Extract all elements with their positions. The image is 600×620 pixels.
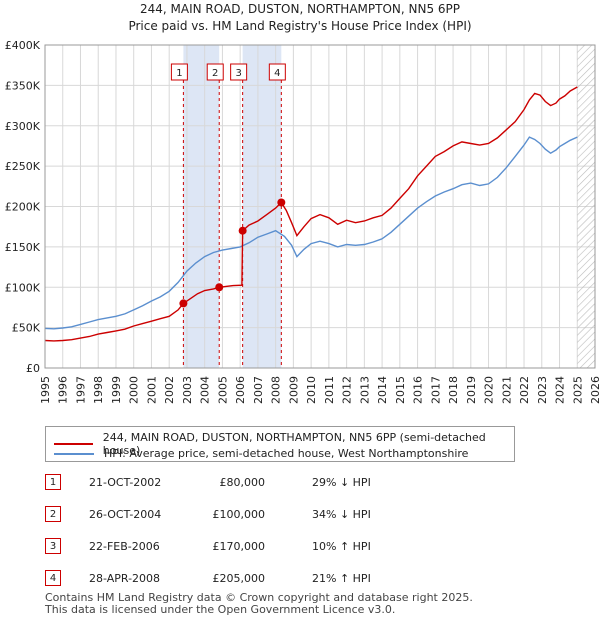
y-tick-label: £250K xyxy=(5,160,41,173)
sale-price: £100,000 xyxy=(212,508,266,521)
sale-number-badge: 2 xyxy=(45,506,61,522)
forecast-hatch xyxy=(577,45,595,368)
x-tick-label: 2022 xyxy=(518,376,531,404)
x-tick-label: 2023 xyxy=(536,376,549,404)
legend-swatch-blue xyxy=(54,452,94,455)
sale-number-box xyxy=(268,63,286,81)
x-tick-label: 2025 xyxy=(571,376,584,404)
sale-point xyxy=(238,226,247,235)
x-tick-label: 2019 xyxy=(465,376,478,404)
legend-swatch-red xyxy=(54,443,93,445)
sale-number-box xyxy=(230,63,248,81)
y-tick-label: £400K xyxy=(5,39,41,52)
sale-row: 1 21-OCT-2002 £80,000 29% ↓ HPI xyxy=(45,474,465,492)
property-price-line xyxy=(44,86,578,342)
x-tick-label: 1999 xyxy=(110,376,123,404)
x-tick-label: 2003 xyxy=(181,376,194,404)
sale-hpi-diff: 10% ↑ HPI xyxy=(312,540,371,553)
sale-price: £205,000 xyxy=(212,572,266,585)
sale-number-box xyxy=(206,63,224,81)
sale-hpi-diff: 34% ↓ HPI xyxy=(312,508,371,521)
x-tick-label: 2006 xyxy=(234,376,247,404)
y-tick-label: £350K xyxy=(5,79,41,92)
x-tick-label: 2026 xyxy=(589,376,600,404)
x-tick-label: 2007 xyxy=(252,376,265,404)
x-tick-label: 1995 xyxy=(39,376,52,404)
hpi-line xyxy=(44,136,578,330)
sale-row: 2 26-OCT-2004 £100,000 34% ↓ HPI xyxy=(45,506,465,524)
y-tick-label: £0 xyxy=(26,362,40,375)
x-tick-label: 2012 xyxy=(341,376,354,404)
x-tick-label: 2016 xyxy=(412,376,425,404)
footer-copyright: Contains HM Land Registry data © Crown c… xyxy=(45,591,473,604)
y-tick-label: £100K xyxy=(5,281,41,294)
sale-number-label: 3 xyxy=(235,68,241,79)
x-tick-label: 2011 xyxy=(323,376,336,404)
x-tick-label: 2014 xyxy=(376,376,389,404)
chart-title: 244, MAIN ROAD, DUSTON, NORTHAMPTON, NN5… xyxy=(139,2,461,16)
sale-price: £170,000 xyxy=(212,540,266,553)
sale-number-badge: 1 xyxy=(45,474,61,490)
x-tick-label: 2001 xyxy=(145,376,158,404)
legend-entry-hpi: HPI: Average price, semi-detached house,… xyxy=(54,447,468,460)
x-tick-label: 2005 xyxy=(216,376,229,404)
x-tick-label: 2008 xyxy=(270,376,283,404)
legend-label-hpi: HPI: Average price, semi-detached house,… xyxy=(104,447,469,460)
sale-number-badge: 4 xyxy=(45,570,61,586)
sale-date: 21-OCT-2002 xyxy=(89,476,162,489)
sale-point xyxy=(277,198,286,207)
x-tick-label: 2009 xyxy=(287,376,300,404)
chart-plot: 1 2 3 4 £0 £50K £100K £150K £200K £250K £300K £350… xyxy=(5,39,600,404)
sale-point xyxy=(179,299,188,308)
chart-subtitle: Price paid vs. HM Land Registry's House … xyxy=(128,19,472,33)
sale-point xyxy=(215,283,224,292)
sale-date: 28-APR-2008 xyxy=(89,572,161,585)
x-tick-label: 1996 xyxy=(57,376,70,404)
x-tick-label: 1997 xyxy=(74,376,87,404)
sale-hpi-diff: 29% ↓ HPI xyxy=(312,476,371,489)
legend-label-property: 244, MAIN ROAD, DUSTON, NORTHAMPTON, NN5… xyxy=(102,431,486,457)
x-tick-label: 2020 xyxy=(483,376,496,404)
sale-price: £80,000 xyxy=(219,476,266,489)
x-tick-label: 2000 xyxy=(128,376,141,404)
y-tick-label: £150K xyxy=(5,241,41,254)
x-tick-label: 2015 xyxy=(394,376,407,404)
sale-hpi-diff: 21% ↑ HPI xyxy=(312,572,371,585)
chart-legend: 244, MAIN ROAD, DUSTON, NORTHAMPTON, NN5… xyxy=(45,426,515,462)
sale-date: 26-OCT-2004 xyxy=(89,508,162,521)
footer-licence: This data is licensed under the Open Gov… xyxy=(45,603,396,616)
x-tick-label: 2010 xyxy=(305,376,318,404)
sale-row: 3 22-FEB-2006 £170,000 10% ↑ HPI xyxy=(45,538,465,556)
x-tick-label: 2018 xyxy=(447,376,460,404)
y-tick-label: £50K xyxy=(12,322,41,335)
sale-number-label: 4 xyxy=(274,68,280,79)
sale-number-box xyxy=(170,63,188,81)
plot-frame xyxy=(44,44,596,369)
sale-date: 22-FEB-2006 xyxy=(89,540,160,553)
sale-row: 4 28-APR-2008 £205,000 21% ↑ HPI xyxy=(45,570,465,588)
sale-number-label: 2 xyxy=(212,68,218,79)
x-tick-label: 2002 xyxy=(163,376,176,404)
y-tick-label: £200K xyxy=(5,201,41,214)
x-tick-label: 2013 xyxy=(358,376,371,404)
sale-number-badge: 3 xyxy=(45,538,61,554)
x-tick-label: 2004 xyxy=(199,376,212,404)
y-tick-label: £300K xyxy=(5,120,41,133)
x-tick-label: 2021 xyxy=(500,376,513,404)
legend-entry-property: 244, MAIN ROAD, DUSTON, NORTHAMPTON, NN5… xyxy=(54,431,514,457)
sale-number-label: 1 xyxy=(176,68,182,79)
x-tick-label: 2017 xyxy=(429,376,442,404)
x-tick-label: 1998 xyxy=(92,376,105,404)
x-tick-label: 2024 xyxy=(554,376,567,404)
